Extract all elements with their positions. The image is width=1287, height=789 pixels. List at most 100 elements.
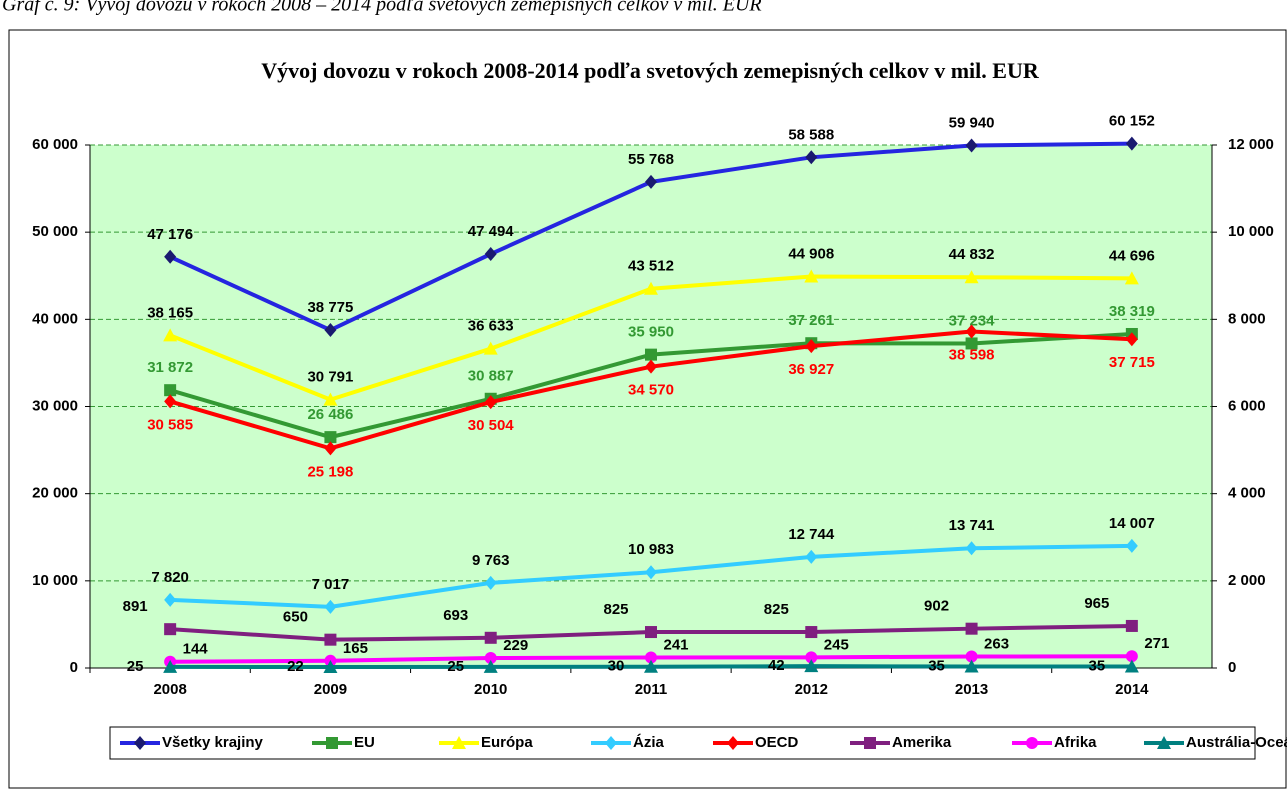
data-point bbox=[164, 249, 177, 264]
data-label: 37 715 bbox=[1109, 354, 1155, 371]
data-label: 31 872 bbox=[147, 359, 193, 376]
y-tick-label: 20 000 bbox=[32, 485, 78, 502]
data-label: 25 bbox=[447, 658, 464, 675]
data-point bbox=[645, 174, 657, 189]
data-label: 7 820 bbox=[151, 569, 189, 586]
data-point bbox=[805, 651, 818, 664]
data-label: 229 bbox=[503, 637, 528, 654]
data-point bbox=[323, 392, 338, 406]
y2-tick-label: 6 000 bbox=[1228, 397, 1266, 414]
data-label: 902 bbox=[924, 598, 949, 615]
data-point bbox=[484, 247, 497, 262]
data-label: 30 887 bbox=[468, 368, 514, 385]
data-label: 30 bbox=[608, 658, 625, 675]
data-label: 44 832 bbox=[949, 246, 995, 263]
data-label: 165 bbox=[343, 640, 368, 657]
data-label: 10 983 bbox=[628, 541, 674, 558]
data-label: 30 585 bbox=[147, 416, 193, 433]
data-point bbox=[484, 575, 497, 590]
y2-tick-label: 8 000 bbox=[1228, 310, 1266, 327]
y-tick-label: 0 bbox=[70, 659, 78, 676]
data-label: 13 741 bbox=[949, 517, 995, 534]
data-label: 245 bbox=[824, 636, 849, 653]
data-label: 44 908 bbox=[788, 246, 834, 263]
data-point bbox=[965, 138, 978, 153]
data-label: 30 504 bbox=[468, 417, 515, 434]
legend-marker bbox=[134, 736, 146, 750]
data-point bbox=[1125, 619, 1138, 632]
data-point bbox=[164, 623, 177, 636]
data-label: 60 152 bbox=[1109, 113, 1155, 130]
x-tick-label: 2009 bbox=[314, 681, 347, 698]
data-label: 34 570 bbox=[628, 382, 674, 399]
data-point bbox=[965, 541, 978, 556]
data-label: 9 763 bbox=[472, 552, 510, 569]
data-label: 59 940 bbox=[949, 114, 995, 131]
data-label: 965 bbox=[1084, 595, 1109, 612]
data-point bbox=[644, 659, 658, 673]
x-tick-label: 2010 bbox=[474, 681, 507, 698]
data-point bbox=[1125, 136, 1138, 151]
data-label: 263 bbox=[984, 636, 1009, 653]
data-point bbox=[805, 549, 818, 564]
legend-label: Afrika bbox=[1054, 734, 1097, 751]
data-label: 14 007 bbox=[1109, 515, 1155, 532]
data-point bbox=[1125, 332, 1138, 347]
y-tick-label: 50 000 bbox=[32, 223, 78, 240]
data-label: 35 950 bbox=[628, 324, 674, 341]
data-point bbox=[645, 359, 657, 374]
y2-tick-label: 10 000 bbox=[1228, 223, 1274, 240]
legend-label: Amerika bbox=[892, 734, 952, 751]
data-label: 35 bbox=[1089, 657, 1106, 674]
data-label: 58 588 bbox=[788, 126, 834, 143]
data-label: 271 bbox=[1144, 635, 1169, 652]
legend-marker bbox=[326, 737, 338, 749]
data-label: 47 494 bbox=[468, 223, 515, 240]
data-point bbox=[163, 659, 178, 673]
data-label: 42 bbox=[768, 657, 785, 674]
data-point bbox=[965, 337, 978, 350]
data-point bbox=[644, 281, 658, 295]
data-label: 144 bbox=[183, 641, 209, 658]
data-point bbox=[964, 270, 979, 284]
legend-marker bbox=[452, 736, 466, 749]
data-point bbox=[805, 150, 818, 165]
x-tick-label: 2013 bbox=[955, 681, 988, 698]
legend-marker bbox=[1157, 736, 1171, 749]
y2-tick-label: 12 000 bbox=[1228, 136, 1274, 153]
legend-box bbox=[109, 726, 1256, 760]
data-point bbox=[645, 651, 657, 664]
data-point bbox=[324, 431, 337, 444]
data-label: 7 017 bbox=[312, 576, 350, 593]
legend-label: Európa bbox=[481, 734, 533, 751]
legend-label: Austrália-Oceánia bbox=[1186, 734, 1287, 751]
legend-label: OECD bbox=[755, 734, 799, 751]
y-tick-label: 30 000 bbox=[32, 397, 78, 414]
data-label: 26 486 bbox=[307, 406, 353, 423]
data-point bbox=[324, 441, 337, 456]
data-label: 38 598 bbox=[949, 347, 995, 364]
data-point bbox=[164, 592, 177, 607]
data-label: 825 bbox=[764, 601, 789, 618]
data-label: 35 bbox=[928, 657, 945, 674]
data-label: 44 696 bbox=[1109, 247, 1155, 264]
data-point bbox=[1125, 538, 1138, 553]
data-label: 43 512 bbox=[628, 258, 674, 275]
data-point bbox=[324, 633, 337, 646]
data-label: 693 bbox=[443, 607, 468, 624]
data-label: 891 bbox=[123, 598, 148, 615]
data-point bbox=[484, 652, 497, 665]
legend-marker bbox=[727, 736, 739, 750]
x-tick-label: 2014 bbox=[1115, 681, 1149, 698]
data-point bbox=[323, 660, 338, 674]
data-label: 38 165 bbox=[147, 304, 193, 321]
y2-tick-label: 0 bbox=[1228, 659, 1236, 676]
data-label: 37 261 bbox=[788, 312, 834, 329]
data-point bbox=[804, 659, 819, 673]
data-label: 47 176 bbox=[147, 226, 193, 243]
legend-label: EU bbox=[354, 734, 375, 751]
data-point bbox=[484, 395, 497, 410]
data-point bbox=[1124, 271, 1139, 285]
